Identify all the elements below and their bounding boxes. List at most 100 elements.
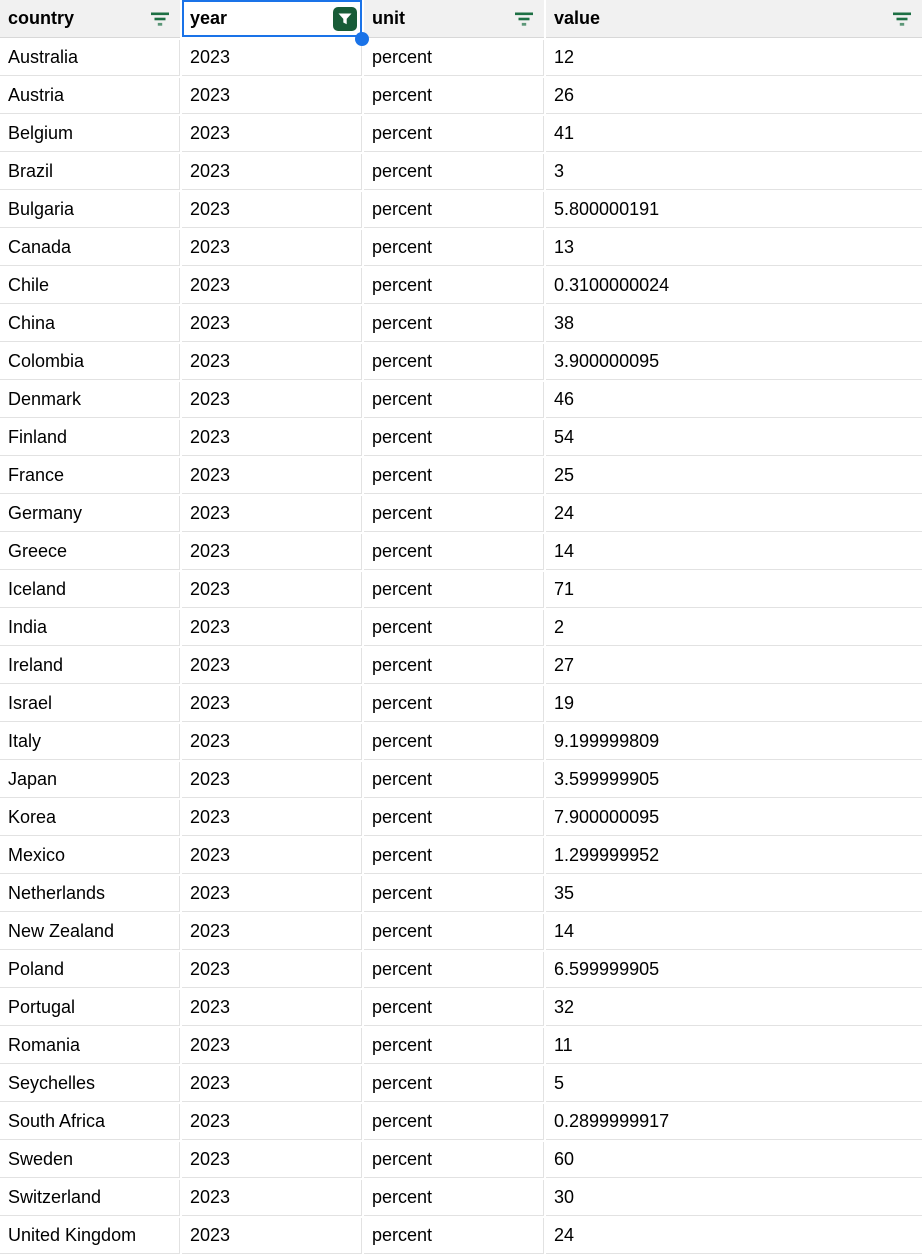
cell-country[interactable]: Israel <box>0 686 180 722</box>
cell-country[interactable]: Denmark <box>0 382 180 418</box>
cell-year[interactable]: 2023 <box>182 154 362 190</box>
cell-country[interactable]: Finland <box>0 420 180 456</box>
cell-year[interactable]: 2023 <box>182 382 362 418</box>
cell-value[interactable]: 54 <box>546 420 922 456</box>
cell-year[interactable]: 2023 <box>182 1104 362 1140</box>
cell-year[interactable]: 2023 <box>182 800 362 836</box>
cell-value[interactable]: 1.299999952 <box>546 838 922 874</box>
cell-value[interactable]: 2 <box>546 610 922 646</box>
cell-unit[interactable]: percent <box>364 876 544 912</box>
cell-value[interactable]: 13 <box>546 230 922 266</box>
cell-country[interactable]: Poland <box>0 952 180 988</box>
cell-country[interactable]: New Zealand <box>0 914 180 950</box>
cell-unit[interactable]: percent <box>364 344 544 380</box>
cell-year[interactable]: 2023 <box>182 914 362 950</box>
cell-country[interactable]: Iceland <box>0 572 180 608</box>
cell-unit[interactable]: percent <box>364 648 544 684</box>
cell-country[interactable]: Australia <box>0 40 180 76</box>
cell-year[interactable]: 2023 <box>182 40 362 76</box>
cell-country[interactable]: Germany <box>0 496 180 532</box>
cell-unit[interactable]: percent <box>364 1180 544 1216</box>
cell-value[interactable]: 9.199999809 <box>546 724 922 760</box>
column-header-year[interactable]: year <box>182 0 369 46</box>
cell-value[interactable]: 41 <box>546 116 922 152</box>
cell-country[interactable]: United Kingdom <box>0 1218 180 1254</box>
cell-unit[interactable]: percent <box>364 192 544 228</box>
column-header-value[interactable]: value <box>546 0 922 38</box>
cell-country[interactable]: Brazil <box>0 154 180 190</box>
cell-year[interactable]: 2023 <box>182 952 362 988</box>
cell-unit[interactable]: percent <box>364 610 544 646</box>
column-header-country[interactable]: country <box>0 0 180 38</box>
cell-value[interactable]: 60 <box>546 1142 922 1178</box>
cell-year[interactable]: 2023 <box>182 762 362 798</box>
cell-country[interactable]: Korea <box>0 800 180 836</box>
cell-unit[interactable]: percent <box>364 572 544 608</box>
cell-value[interactable]: 7.900000095 <box>546 800 922 836</box>
cell-country[interactable]: France <box>0 458 180 494</box>
cell-value[interactable]: 26 <box>546 78 922 114</box>
cell-value[interactable]: 12 <box>546 40 922 76</box>
cell-country[interactable]: Italy <box>0 724 180 760</box>
cell-value[interactable]: 27 <box>546 648 922 684</box>
cell-unit[interactable]: percent <box>364 382 544 418</box>
cell-value[interactable]: 3 <box>546 154 922 190</box>
cell-year[interactable]: 2023 <box>182 1180 362 1216</box>
cell-country[interactable]: Austria <box>0 78 180 114</box>
cell-value[interactable]: 32 <box>546 990 922 1026</box>
cell-year[interactable]: 2023 <box>182 268 362 304</box>
cell-unit[interactable]: percent <box>364 268 544 304</box>
cell-year[interactable]: 2023 <box>182 458 362 494</box>
cell-value[interactable]: 24 <box>546 496 922 532</box>
cell-unit[interactable]: percent <box>364 116 544 152</box>
cell-value[interactable]: 30 <box>546 1180 922 1216</box>
cell-country[interactable]: Canada <box>0 230 180 266</box>
filter-lines-icon[interactable] <box>892 10 912 27</box>
cell-year[interactable]: 2023 <box>182 610 362 646</box>
cell-value[interactable]: 11 <box>546 1028 922 1064</box>
cell-country[interactable]: Mexico <box>0 838 180 874</box>
cell-country[interactable]: Sweden <box>0 1142 180 1178</box>
cell-value[interactable]: 5.800000191 <box>546 192 922 228</box>
cell-value[interactable]: 0.3100000024 <box>546 268 922 304</box>
cell-unit[interactable]: percent <box>364 230 544 266</box>
cell-year[interactable]: 2023 <box>182 496 362 532</box>
cell-year[interactable]: 2023 <box>182 192 362 228</box>
cell-value[interactable]: 38 <box>546 306 922 342</box>
cell-country[interactable]: Portugal <box>0 990 180 1026</box>
cell-value[interactable]: 6.599999905 <box>546 952 922 988</box>
cell-value[interactable]: 25 <box>546 458 922 494</box>
cell-year[interactable]: 2023 <box>182 1066 362 1102</box>
cell-country[interactable]: Belgium <box>0 116 180 152</box>
cell-year[interactable]: 2023 <box>182 344 362 380</box>
cell-unit[interactable]: percent <box>364 952 544 988</box>
cell-unit[interactable]: percent <box>364 1066 544 1102</box>
cell-unit[interactable]: percent <box>364 686 544 722</box>
cell-country[interactable]: Greece <box>0 534 180 570</box>
filter-funnel-active-icon[interactable] <box>333 6 357 31</box>
cell-country[interactable]: Japan <box>0 762 180 798</box>
cell-value[interactable]: 3.599999905 <box>546 762 922 798</box>
cell-country[interactable]: Romania <box>0 1028 180 1064</box>
cell-country[interactable]: Bulgaria <box>0 192 180 228</box>
cell-country[interactable]: South Africa <box>0 1104 180 1140</box>
cell-country[interactable]: Colombia <box>0 344 180 380</box>
cell-year[interactable]: 2023 <box>182 306 362 342</box>
column-header-unit[interactable]: unit <box>364 0 544 38</box>
cell-year[interactable]: 2023 <box>182 648 362 684</box>
cell-year[interactable]: 2023 <box>182 838 362 874</box>
selection-handle[interactable] <box>355 32 369 46</box>
cell-value[interactable]: 35 <box>546 876 922 912</box>
cell-year[interactable]: 2023 <box>182 686 362 722</box>
cell-country[interactable]: Ireland <box>0 648 180 684</box>
cell-unit[interactable]: percent <box>364 40 544 76</box>
cell-value[interactable]: 24 <box>546 1218 922 1254</box>
cell-year[interactable]: 2023 <box>182 116 362 152</box>
cell-unit[interactable]: percent <box>364 838 544 874</box>
cell-unit[interactable]: percent <box>364 1028 544 1064</box>
cell-year[interactable]: 2023 <box>182 572 362 608</box>
cell-year[interactable]: 2023 <box>182 534 362 570</box>
cell-value[interactable]: 14 <box>546 914 922 950</box>
cell-unit[interactable]: percent <box>364 1104 544 1140</box>
cell-country[interactable]: China <box>0 306 180 342</box>
